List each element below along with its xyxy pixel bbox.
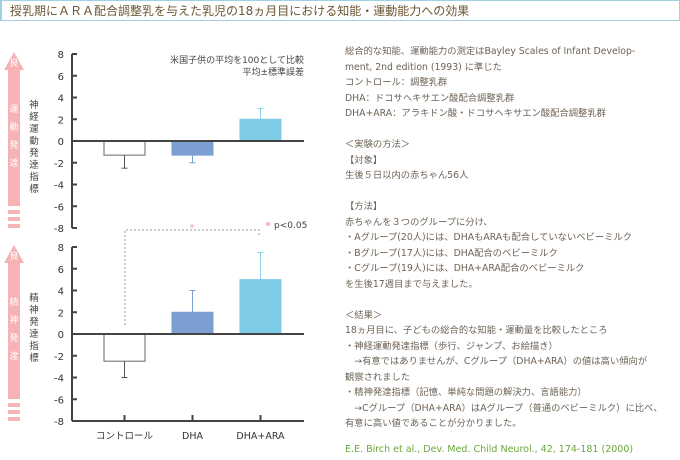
text-line: 【方法】 [345,201,383,212]
axis-title: 発 [29,147,39,159]
bar-コントロール [103,333,146,362]
arrow-stripe [8,217,20,221]
axis-title: 達 [29,328,39,340]
text-line: 有意に高い値であることが分かりました。 [345,418,522,429]
arrow-label: 運 [9,104,18,115]
description: 総合的な知能、運動能力の測定はBayley Scales of Infant D… [345,44,675,432]
y-tick-label: 2 [58,308,64,319]
y-tick-label: 8 [58,243,64,254]
arrow-top-label: 良 [9,250,18,262]
text-line: 赤ちゃんを３つのグループに分け、 [345,216,493,228]
text-line: ・Cグループ(19人)には、DHA+ARA配合のベビーミルク [345,263,585,274]
text-line: を生後17週目まで与えました。 [345,278,478,290]
arrow-stripe [8,224,20,228]
text-line: ・Bグループ(17人)には、DHA配合のベビーミルク [345,247,558,259]
text-line: ・神経運動発達指標（歩行、ジャンプ、お絵描き） [345,340,558,352]
text-line: ＜結果＞ [345,309,383,321]
text-line: →有意ではありませんが、Cグループ（DHA+ARA）の値は高い傾向が [345,356,648,367]
text-line: 【対象】 [345,154,383,166]
y-tick-label: -2 [54,159,64,170]
good-arrow-icon [4,52,24,206]
arrow-stripe [8,403,20,407]
text-line [345,122,675,138]
y-tick-label: 2 [58,115,64,126]
text-line: ・精神発達指標（記憶、単純な問題の解決力、言語能力） [345,387,587,398]
x-tick-label: DHA [182,431,203,442]
significance-bracket [124,229,260,325]
text-line: 総合的な知能、運動能力の測定はBayley Scales of Infant D… [345,46,636,57]
axis-title: 動 [29,136,39,147]
axis-title: 標 [29,183,39,195]
chart-note: 平均±標準誤差 [242,66,304,78]
x-tick-label: DHA+ARA [236,431,285,442]
y-tick-label: 6 [58,72,64,83]
axis-title: 精 [29,292,39,304]
arrow-label: 達 [9,157,18,169]
arrow-stripe [8,210,20,214]
arrow-label: 発 [9,332,18,344]
text-line [345,292,675,308]
bar-DHA [171,140,214,156]
axis-title: 指 [29,340,39,352]
arrow-label: 発 [9,139,18,151]
arrow-stripe [8,410,20,414]
citation: E.E. Birch et al., Dev. Med. Child Neuro… [345,444,634,455]
chart-note: 米国子供の平均を100として比較 [170,54,304,66]
y-tick-label: -4 [54,374,64,385]
y-tick-label: 6 [58,265,64,276]
text-line: 観察されました [345,371,411,383]
legend-label: p<0.05 [274,221,307,231]
axis-title: 発 [29,316,39,328]
y-tick-label: 0 [58,330,64,341]
bar-DHA+ARA [239,279,282,335]
y-tick-label: 4 [58,94,64,105]
significance-marker: * [190,223,195,234]
text-line: DHA+ARA：アラキドン酸・ドコサヘキサエン酸配合調整乳群 [345,108,606,119]
text-line: DHA：ドコサヘキサエン酸配合調整乳群 [345,92,515,104]
bar-コントロール [103,140,146,156]
text-line: ・Aグループ(20人)には、DHAもARAも配合していないベビーミルク [345,232,633,243]
axis-title: 指 [29,171,39,183]
arrow-label: 精 [9,296,18,308]
text-line: 生後５日以内の赤ちゃん56人 [345,170,469,181]
text-line: コントロール：調整乳群 [345,77,448,88]
text-line: ment, 2nd edition (1993) に準じた [345,61,502,73]
arrow-label: 動 [9,122,18,133]
y-tick-label: 0 [58,137,64,148]
bar-DHA+ARA [239,118,282,142]
arrow-label: 達 [9,350,18,362]
y-tick-label: -4 [54,181,64,192]
text-line [345,184,675,200]
y-tick-label: -6 [54,202,64,213]
axis-title: 神 [29,304,39,316]
y-tick-label: -6 [54,395,64,406]
arrow-label: 神 [9,314,18,326]
y-tick-label: 8 [58,50,64,61]
text-line: ＜実験の方法＞ [345,139,411,150]
bar-DHA [171,311,214,335]
axis-title: 標 [29,352,39,364]
x-tick-label: コントロール [96,431,154,442]
axis-title: 達 [29,159,39,171]
axis-title: 経 [29,111,39,123]
axis-title: 神 [29,99,39,111]
y-tick-label: -8 [54,224,64,235]
y-tick-label: -8 [54,417,64,428]
arrow-top-label: 良 [9,57,18,69]
arrow-stripe [8,417,20,421]
legend-marker [266,222,270,226]
y-tick-label: -2 [54,352,64,363]
text-line: 18ヵ月目に、子どもの総合的な知能・運動量を比較したところ [345,325,608,336]
good-arrow-icon [4,245,24,399]
axis-title: 運 [29,124,39,135]
text-line: →Cグループ（DHA+ARA）はAグループ（普通のベビーミルク）に比べ、 [345,402,663,414]
y-tick-label: 4 [58,287,64,298]
